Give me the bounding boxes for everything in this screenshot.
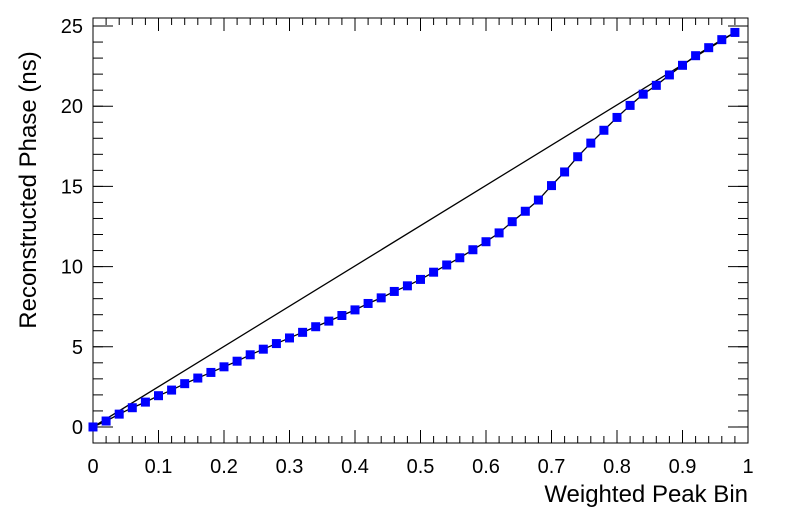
x-tick-label: 1 [742,456,753,478]
marker [481,237,491,247]
marker [101,416,111,426]
marker [678,60,687,70]
x-tick-label: 0.6 [472,456,500,478]
marker [271,339,281,349]
marker [350,305,360,315]
marker [324,316,334,326]
x-tick-label: 0.7 [538,456,566,478]
marker [311,322,321,332]
marker [206,367,216,377]
marker [547,181,556,191]
marker [88,422,98,432]
marker [638,89,648,99]
marker [651,80,661,90]
marker [245,350,255,360]
marker [258,344,268,354]
y-tick-label: 10 [61,257,83,279]
y-tick-label: 0 [72,417,83,439]
marker [429,267,439,277]
y-tick-label: 5 [72,337,83,359]
marker [337,311,347,320]
x-tick-label: 0.3 [276,456,304,478]
marker [363,298,373,308]
marker [285,333,294,343]
marker [416,274,425,284]
marker [494,228,504,238]
y-tick-label: 15 [61,176,83,198]
marker [167,385,177,395]
marker [560,167,570,177]
marker [730,27,740,37]
marker [612,112,622,122]
marker [664,70,674,80]
marker [704,43,714,53]
marker [507,217,517,227]
marker [468,245,478,255]
marker [140,397,150,407]
plot-frame [92,17,749,444]
marker [154,391,163,401]
marker [219,362,229,372]
marker [127,403,137,413]
x-tick-label: 0.2 [210,456,238,478]
marker [520,206,530,216]
y-axis-title: Reconstructed Phase (ns) [15,51,42,328]
x-tick-label: 0.4 [341,456,369,478]
marker [232,356,242,366]
marker [586,138,596,148]
marker [180,379,190,389]
x-axis-title: Weighted Peak Bin [544,481,748,508]
marker [402,281,412,291]
x-tick-label: 0.9 [669,456,697,478]
marker [717,35,727,45]
y-tick-label: 20 [61,96,83,118]
marker [455,253,465,263]
x-tick-label: 0 [87,456,98,478]
marker [298,327,308,337]
marker [193,373,203,383]
y-tick-label: 25 [61,16,83,38]
marker [599,125,609,135]
marker [114,409,124,419]
marker [691,51,701,61]
x-tick-label: 0.8 [603,456,631,478]
marker [442,260,452,270]
series-line [92,31,736,428]
marker [533,195,543,205]
marker [573,152,583,162]
marker [625,100,635,110]
x-tick-label: 0.5 [407,456,435,478]
marker [389,286,399,296]
marker [376,293,386,303]
x-tick-label: 0.1 [145,456,173,478]
